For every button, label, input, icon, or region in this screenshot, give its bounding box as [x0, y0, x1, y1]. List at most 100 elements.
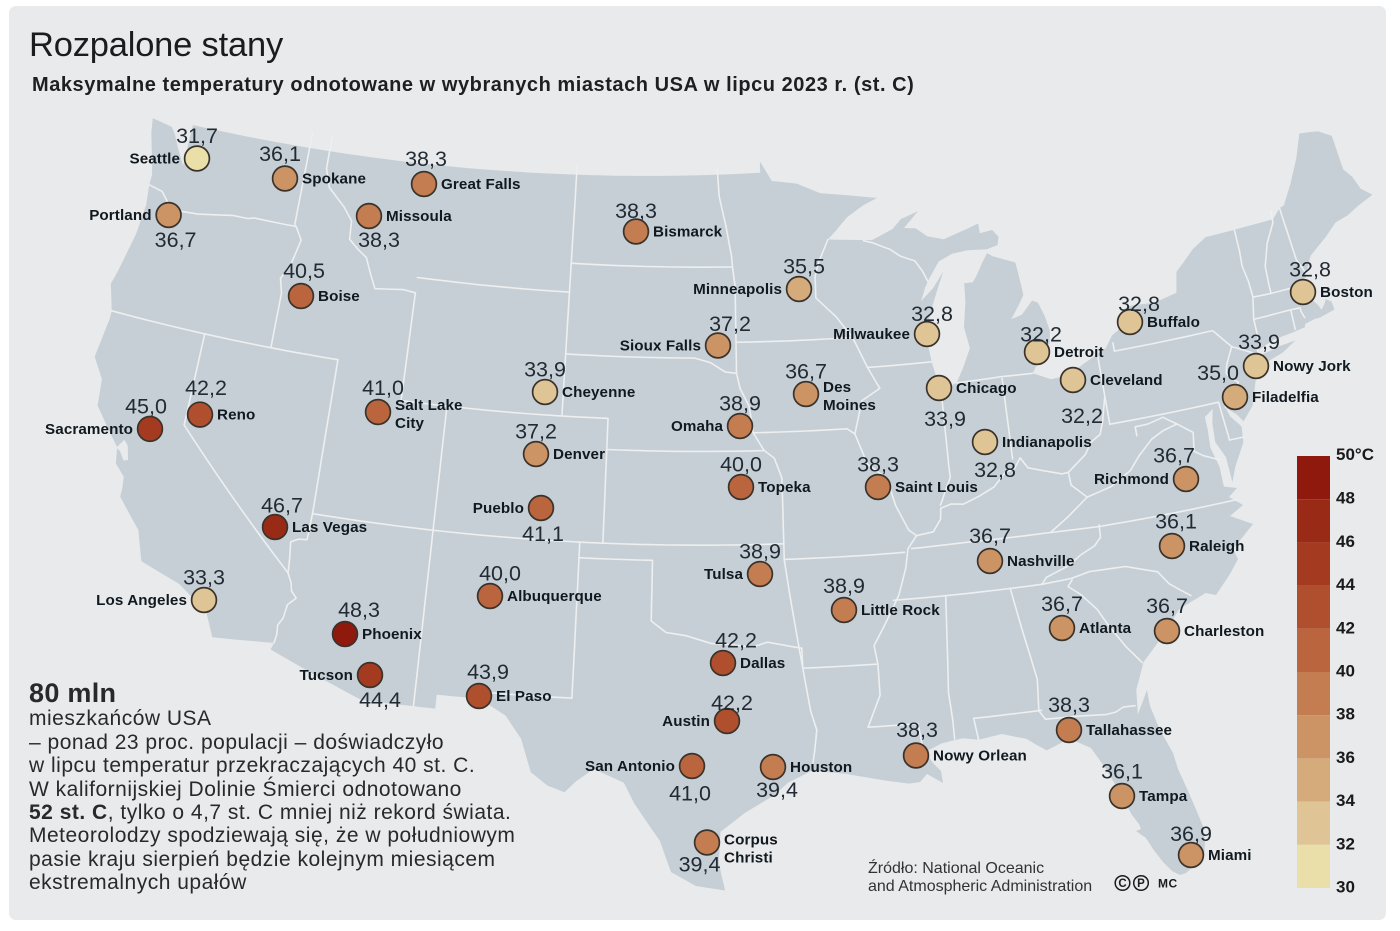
svg-text:Charleston: Charleston [1184, 623, 1264, 640]
svg-text:38,9: 38,9 [719, 392, 761, 416]
svg-text:Milwaukee: Milwaukee [833, 326, 910, 343]
svg-text:32: 32 [1336, 834, 1355, 853]
svg-text:38,9: 38,9 [823, 574, 865, 598]
svg-text:El Paso: El Paso [496, 688, 552, 705]
svg-text:48,3: 48,3 [338, 598, 380, 622]
svg-text:38: 38 [1336, 705, 1355, 724]
svg-text:46: 46 [1336, 532, 1355, 551]
svg-text:Detroit: Detroit [1054, 344, 1104, 361]
svg-text:35,5: 35,5 [783, 255, 825, 279]
svg-text:Richmond: Richmond [1094, 471, 1169, 488]
svg-text:42,2: 42,2 [185, 376, 227, 400]
svg-text:Seattle: Seattle [129, 151, 180, 168]
svg-text:39,4: 39,4 [679, 853, 721, 877]
svg-text:40: 40 [1336, 662, 1355, 681]
svg-text:41,1: 41,1 [522, 522, 564, 546]
svg-text:32,8: 32,8 [974, 458, 1016, 482]
svg-text:30: 30 [1336, 878, 1355, 897]
svg-text:Boston: Boston [1320, 284, 1373, 301]
svg-text:City: City [395, 415, 425, 432]
svg-text:33,9: 33,9 [1238, 330, 1280, 354]
svg-text:Pueblo: Pueblo [473, 500, 524, 517]
svg-text:41,0: 41,0 [362, 376, 404, 400]
svg-text:42: 42 [1336, 618, 1355, 637]
svg-text:48: 48 [1336, 489, 1355, 508]
svg-text:Nashville: Nashville [1007, 553, 1075, 570]
svg-text:39,4: 39,4 [756, 778, 798, 802]
svg-text:36,1: 36,1 [259, 142, 301, 166]
svg-text:46,7: 46,7 [261, 494, 303, 518]
svg-text:Filadelfia: Filadelfia [1252, 389, 1319, 406]
svg-text:44,4: 44,4 [359, 688, 401, 712]
svg-text:37,2: 37,2 [709, 312, 751, 336]
svg-text:36,7: 36,7 [155, 228, 197, 252]
svg-text:Miami: Miami [1208, 847, 1252, 864]
svg-text:32,2: 32,2 [1061, 404, 1103, 428]
svg-text:Indianapolis: Indianapolis [1002, 434, 1092, 451]
svg-text:36,1: 36,1 [1101, 760, 1143, 784]
svg-text:Tampa: Tampa [1139, 788, 1188, 805]
svg-text:Bismarck: Bismarck [653, 224, 723, 241]
svg-text:Topeka: Topeka [758, 479, 811, 496]
svg-text:44: 44 [1336, 575, 1355, 594]
svg-text:Minneapolis: Minneapolis [693, 281, 782, 298]
svg-text:Los Angeles: Los Angeles [96, 592, 187, 609]
svg-text:Omaha: Omaha [671, 418, 723, 435]
svg-text:36,7: 36,7 [1041, 592, 1083, 616]
svg-text:Tallahassee: Tallahassee [1086, 722, 1172, 739]
svg-text:Tulsa: Tulsa [704, 566, 743, 583]
svg-text:Dallas: Dallas [740, 655, 785, 672]
svg-text:50°C: 50°C [1336, 445, 1374, 464]
svg-text:Spokane: Spokane [302, 171, 366, 188]
svg-text:Nowy Orlean: Nowy Orlean [933, 748, 1027, 765]
svg-text:36,9: 36,9 [1170, 822, 1212, 846]
svg-text:38,3: 38,3 [857, 453, 899, 477]
svg-text:Saint Louis: Saint Louis [895, 479, 978, 496]
svg-text:36,1: 36,1 [1155, 510, 1197, 534]
svg-text:Buffalo: Buffalo [1147, 314, 1200, 331]
svg-text:Austin: Austin [662, 713, 710, 730]
svg-text:Nowy Jork: Nowy Jork [1273, 358, 1351, 375]
svg-text:Little Rock: Little Rock [861, 602, 940, 619]
svg-text:MC: MC [1158, 877, 1178, 891]
svg-text:C: C [1118, 878, 1126, 890]
svg-text:Great Falls: Great Falls [441, 176, 521, 193]
svg-text:32,8: 32,8 [1289, 258, 1331, 282]
svg-text:Atlanta: Atlanta [1079, 620, 1132, 637]
svg-text:36,7: 36,7 [785, 360, 827, 384]
svg-text:38,3: 38,3 [1048, 693, 1090, 717]
svg-text:Albuquerque: Albuquerque [507, 588, 602, 605]
svg-text:Des: Des [823, 379, 851, 396]
svg-text:43,9: 43,9 [467, 660, 509, 684]
svg-text:38,3: 38,3 [405, 147, 447, 171]
svg-text:Sacramento: Sacramento [45, 421, 133, 438]
svg-text:Raleigh: Raleigh [1189, 538, 1245, 555]
svg-text:Tucson: Tucson [300, 667, 353, 684]
svg-text:Denver: Denver [553, 446, 605, 463]
svg-text:Sioux Falls: Sioux Falls [620, 338, 701, 355]
svg-text:33,3: 33,3 [183, 566, 225, 590]
svg-text:40,0: 40,0 [479, 562, 521, 586]
svg-text:32,2: 32,2 [1020, 323, 1062, 347]
svg-text:36: 36 [1336, 748, 1355, 767]
svg-text:41,0: 41,0 [669, 782, 711, 806]
svg-text:31,7: 31,7 [176, 124, 218, 148]
svg-text:Corpus: Corpus [724, 832, 778, 849]
svg-text:Houston: Houston [790, 759, 852, 776]
svg-text:38,3: 38,3 [358, 228, 400, 252]
svg-text:42,2: 42,2 [711, 691, 753, 715]
svg-text:42,2: 42,2 [715, 629, 757, 653]
svg-text:36,7: 36,7 [1153, 444, 1195, 468]
svg-text:38,9: 38,9 [739, 540, 781, 564]
svg-text:San Antonio: San Antonio [585, 758, 675, 775]
svg-text:38,3: 38,3 [615, 199, 657, 223]
svg-text:Boise: Boise [318, 288, 360, 305]
svg-text:32,8: 32,8 [911, 302, 953, 326]
svg-text:Phoenix: Phoenix [362, 626, 422, 643]
svg-text:Portland: Portland [89, 207, 151, 224]
svg-text:40,5: 40,5 [283, 259, 325, 283]
svg-text:35,0: 35,0 [1197, 361, 1239, 385]
svg-text:P: P [1137, 878, 1145, 890]
svg-text:Moines: Moines [823, 397, 876, 414]
svg-text:45,0: 45,0 [125, 394, 167, 418]
